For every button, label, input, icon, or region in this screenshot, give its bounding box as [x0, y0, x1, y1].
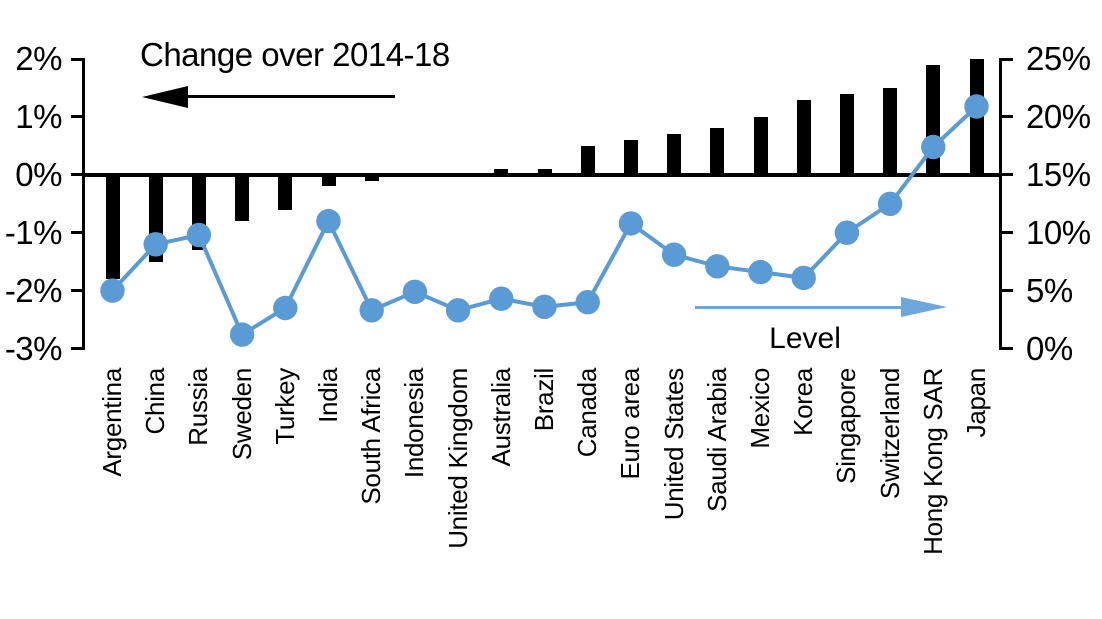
right-axis-tick-label: 10% [1026, 213, 1091, 251]
bar [580, 145, 595, 175]
x-axis-label: United Kingdom [442, 368, 473, 549]
x-axis-label: Saudi Arabia [701, 368, 732, 512]
left-axis-tick [71, 289, 82, 293]
right-arrow-line [695, 306, 907, 309]
bar [883, 87, 898, 175]
right-axis-tick-label: 20% [1026, 97, 1091, 135]
line-marker [316, 208, 341, 234]
x-axis-label: Russia [183, 368, 214, 446]
x-axis-label: Australia [485, 368, 516, 467]
left-axis-tick [71, 347, 82, 350]
x-axis-label: Turkey [269, 368, 300, 445]
left-axis-tick [71, 57, 82, 61]
x-axis-label: Sweden [226, 368, 257, 461]
line-marker [359, 298, 384, 323]
line-marker [445, 298, 471, 323]
line-marker [661, 242, 687, 267]
x-axis-label: China [140, 368, 171, 435]
zero-baseline [82, 172, 1002, 177]
bar [148, 174, 163, 262]
line-marker [834, 220, 860, 245]
line-marker [402, 279, 428, 304]
right-arrow-icon [901, 297, 947, 317]
x-axis-label: Singapore [831, 368, 862, 484]
right-axis-tick-label: 15% [1026, 155, 1091, 193]
line-marker [489, 286, 514, 311]
right-axis-tick [1002, 57, 1013, 61]
left-axis-tick-label: -2% [4, 271, 63, 309]
right-axis-tick-label: 25% [1026, 40, 1091, 77]
x-axis-label: Japan [960, 368, 991, 438]
left-axis-tick-label: -3% [4, 329, 63, 367]
line-marker [229, 322, 255, 347]
bar [839, 93, 854, 175]
right-axis-tick-label: 5% [1026, 271, 1073, 309]
bar [235, 174, 250, 222]
right-axis-tick-label: 0% [1026, 329, 1073, 367]
x-axis-label: India [312, 368, 343, 423]
x-axis-label: Canada [572, 368, 603, 458]
bar-series-title: Change over 2014-18 [140, 36, 450, 73]
line-marker [273, 295, 298, 321]
right-axis-line [999, 57, 1002, 350]
line-marker [748, 259, 773, 285]
bar [278, 174, 293, 210]
right-axis-tick [1002, 231, 1013, 235]
line-marker [791, 265, 816, 291]
bar [753, 116, 768, 175]
left-axis-line [82, 57, 85, 350]
bar [926, 64, 941, 175]
line-marker [575, 290, 600, 315]
bar [796, 99, 811, 175]
bar [191, 174, 206, 251]
bar [710, 128, 725, 175]
line-marker [618, 211, 644, 236]
left-axis-tick-label: 0% [15, 155, 62, 193]
x-axis-label: United States [658, 368, 689, 521]
x-axis-label: South Africa [356, 368, 387, 505]
left-arrow-line [184, 95, 395, 98]
left-axis-tick [71, 231, 82, 235]
left-arrow-icon [142, 86, 188, 108]
line-marker [705, 254, 730, 279]
x-axis-label: Euro area [615, 368, 646, 480]
x-axis-label: Argentina [96, 368, 127, 477]
line-marker [532, 294, 557, 319]
x-axis-label: Korea [788, 368, 819, 436]
line-series-label: Level [769, 322, 841, 355]
left-axis-tick-label: 1% [15, 97, 62, 135]
bar [105, 174, 120, 280]
bar [969, 59, 984, 175]
right-axis-tick [1002, 173, 1013, 177]
x-axis-label: Hong Kong SAR [917, 368, 948, 555]
line-marker [877, 191, 903, 216]
left-axis-tick [71, 115, 82, 119]
left-axis-tick-label: -1% [4, 213, 63, 251]
left-axis-tick-label: 2% [15, 40, 62, 77]
right-axis-tick [1002, 115, 1013, 119]
line-marker [100, 278, 125, 303]
left-axis-tick [71, 173, 82, 177]
right-axis-tick [1002, 347, 1013, 350]
bar [667, 134, 682, 175]
x-axis-label: Brazil [528, 368, 559, 432]
x-axis-label: Mexico [744, 368, 775, 449]
right-axis-tick [1002, 289, 1013, 293]
x-axis-label: Indonesia [399, 368, 430, 479]
bar [623, 140, 638, 175]
x-axis-label: Switzerland [874, 368, 905, 500]
